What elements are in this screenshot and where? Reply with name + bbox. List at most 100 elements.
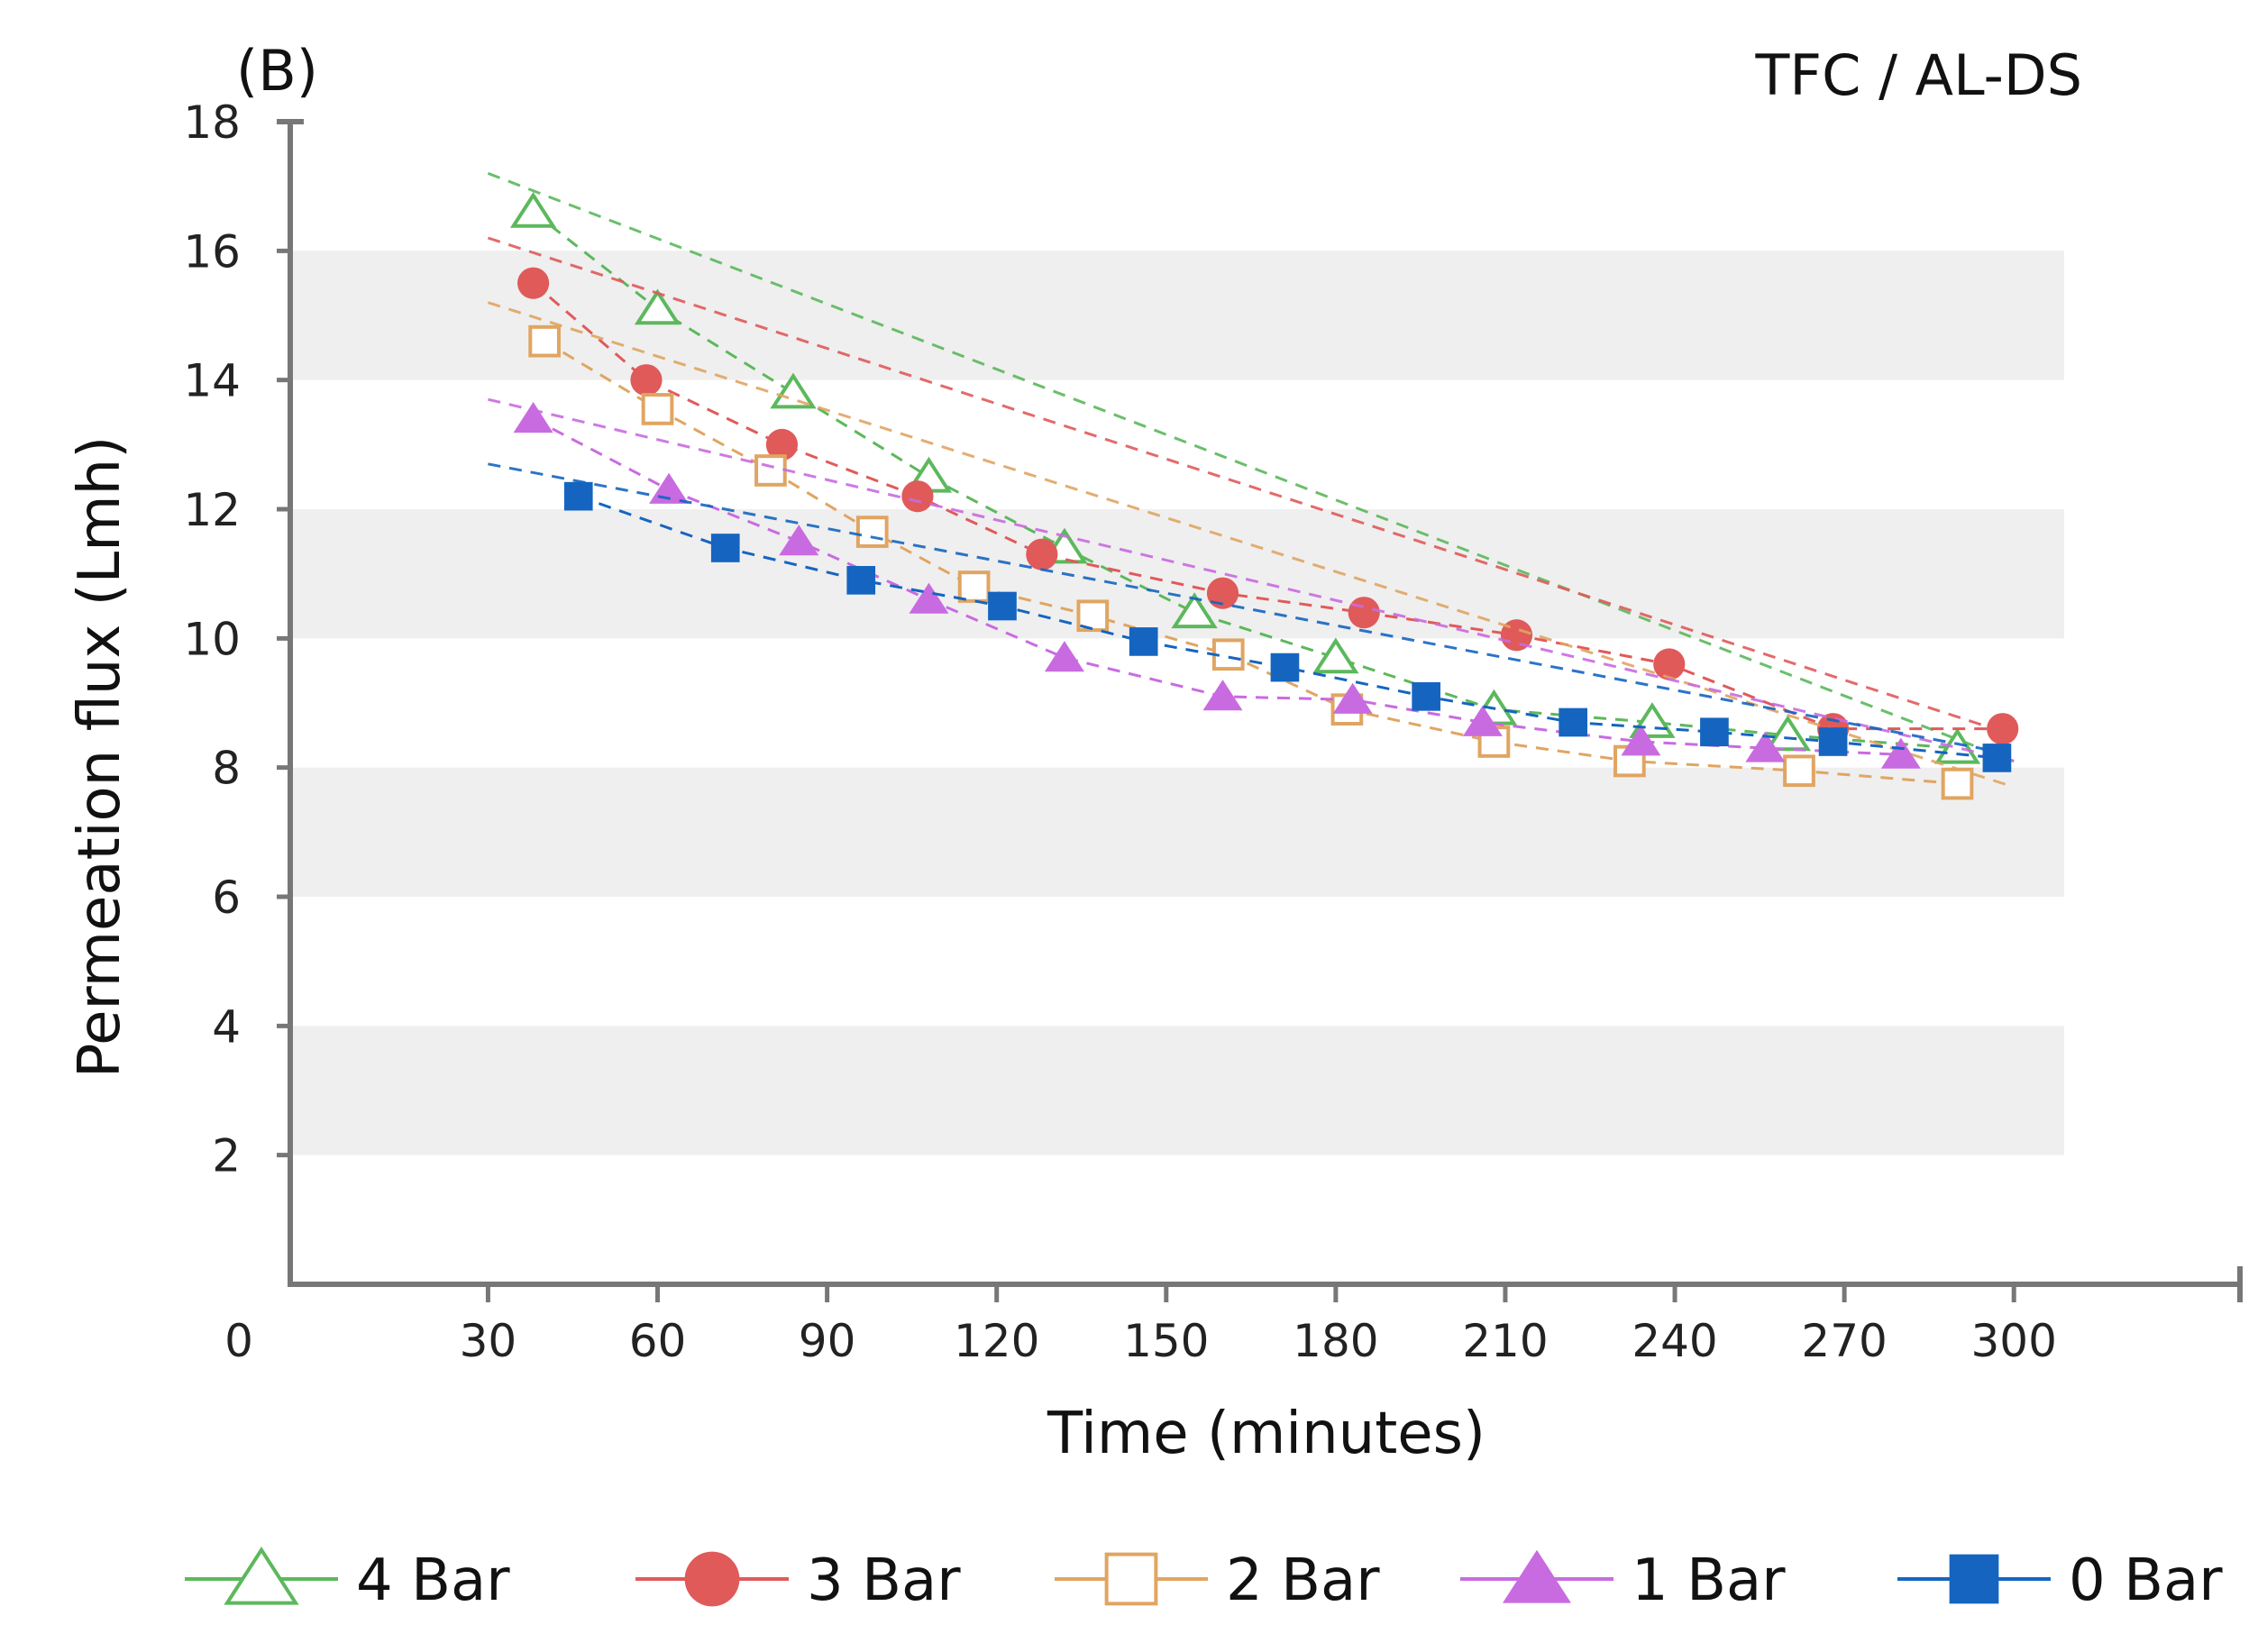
data-point <box>1559 707 1588 737</box>
data-point <box>630 364 663 397</box>
series-0-bar <box>488 462 2015 772</box>
data-point <box>909 582 949 614</box>
legend-marker <box>1104 1552 1158 1606</box>
y-tick-label: 4 <box>212 1000 241 1053</box>
x-tick-label: 150 <box>1123 1315 1209 1367</box>
data-point <box>1621 725 1661 756</box>
data-point <box>528 324 561 358</box>
data-point <box>1332 682 1373 714</box>
x-axis-title: Time (minutes) <box>1047 1401 1485 1467</box>
legend-marker <box>684 1551 740 1607</box>
data-point <box>1202 680 1243 711</box>
data-point <box>1880 737 1921 769</box>
trend-line <box>487 236 2015 737</box>
legend-marker <box>224 1547 299 1605</box>
data-point <box>509 191 557 228</box>
data-point <box>516 267 550 299</box>
series-3-bar <box>487 236 2019 745</box>
x-tick-label: 30 <box>460 1315 517 1367</box>
y-tick-label: 18 <box>183 96 241 149</box>
data-point <box>1987 713 2019 745</box>
data-point <box>634 288 681 325</box>
legend-item: 1 Bar <box>1460 1547 1786 1614</box>
panel-label: (B) <box>236 38 318 104</box>
background-band <box>290 767 2064 897</box>
data-point <box>754 454 787 487</box>
y-tick-label: 8 <box>212 743 241 795</box>
data-point <box>846 565 876 595</box>
data-point <box>957 570 991 603</box>
x-tick-label: 90 <box>799 1315 856 1367</box>
x-tick-label: 0 <box>224 1315 253 1367</box>
data-point <box>988 591 1017 621</box>
legend-label: 3 Bar <box>807 1547 961 1614</box>
y-tick-label: 2 <box>212 1130 241 1182</box>
legend: 4 Bar 3 Bar 2 Bar 1 Bar 0 Bar <box>185 1547 2223 1614</box>
legend-marker <box>1503 1549 1571 1603</box>
data-point <box>1764 715 1812 752</box>
legend-label: 4 Bar <box>356 1547 510 1614</box>
data-point <box>1941 767 1974 800</box>
data-point <box>1700 717 1729 747</box>
data-point <box>1026 538 1058 570</box>
y-tick-label: 16 <box>183 225 241 278</box>
data-point <box>855 516 889 548</box>
legend-label: 2 Bar <box>1226 1547 1380 1614</box>
data-point <box>770 372 817 409</box>
data-point <box>1129 627 1158 656</box>
x-tick-label: 300 <box>1970 1315 2056 1367</box>
series-line <box>544 340 1958 786</box>
series-line <box>578 495 1997 760</box>
data-point <box>641 393 674 425</box>
data-point <box>1270 653 1300 682</box>
data-point <box>563 481 593 511</box>
background-bands <box>290 251 2064 1155</box>
trend-line <box>487 301 2015 789</box>
data-point <box>1412 681 1441 711</box>
data-point <box>1171 592 1218 629</box>
legend-marker <box>1949 1554 1999 1604</box>
data-point <box>1348 597 1380 629</box>
y-tick-label: 6 <box>212 872 241 924</box>
background-band <box>290 509 2064 639</box>
x-tick-label: 120 <box>954 1315 1039 1367</box>
data-point <box>1818 727 1848 756</box>
x-tick-label: 270 <box>1801 1315 1887 1367</box>
legend-item: 0 Bar <box>1897 1547 2223 1614</box>
legend-item: 4 Bar <box>185 1547 510 1614</box>
data-point <box>779 525 819 556</box>
y-tick-label: 10 <box>183 613 241 665</box>
y-ticks: 2 4 6 8 10 12 14 16 18 <box>183 96 293 1182</box>
data-point <box>1312 637 1359 674</box>
legend-item: 3 Bar <box>635 1547 961 1614</box>
legend-item: 2 Bar <box>1055 1547 1380 1614</box>
trend-line <box>488 397 2015 762</box>
data-point <box>765 428 799 461</box>
x-tick-label: 210 <box>1462 1315 1548 1367</box>
data-point <box>1982 744 2012 772</box>
y-tick-label: 12 <box>183 484 241 536</box>
series-layer <box>487 171 2019 800</box>
data-point <box>1653 648 1686 680</box>
background-band <box>290 1026 2064 1155</box>
legend-label: 0 Bar <box>2069 1547 2223 1614</box>
data-point <box>901 480 934 513</box>
data-point <box>1745 731 1786 762</box>
x-tick-label: 240 <box>1632 1315 1717 1367</box>
series-1-bar <box>488 397 2015 769</box>
x-ticks: 0 30 60 90 120 150 180 210 240 270 300 <box>224 1282 2057 1367</box>
chart-title: TFC / AL-DS <box>1755 42 2082 108</box>
data-point <box>1783 754 1815 788</box>
series-2-bar <box>487 301 2015 800</box>
x-tick-label: 60 <box>629 1315 687 1367</box>
data-point <box>1044 641 1084 672</box>
data-point <box>513 401 553 434</box>
legend-label: 1 Bar <box>1632 1547 1786 1614</box>
data-point <box>1462 705 1503 736</box>
series-line <box>532 211 1958 750</box>
x-tick-label: 180 <box>1293 1315 1378 1367</box>
y-axis-title: Permeation flux (Lmh) <box>67 436 133 1078</box>
y-tick-label: 14 <box>183 355 241 407</box>
background-band <box>290 251 2064 380</box>
